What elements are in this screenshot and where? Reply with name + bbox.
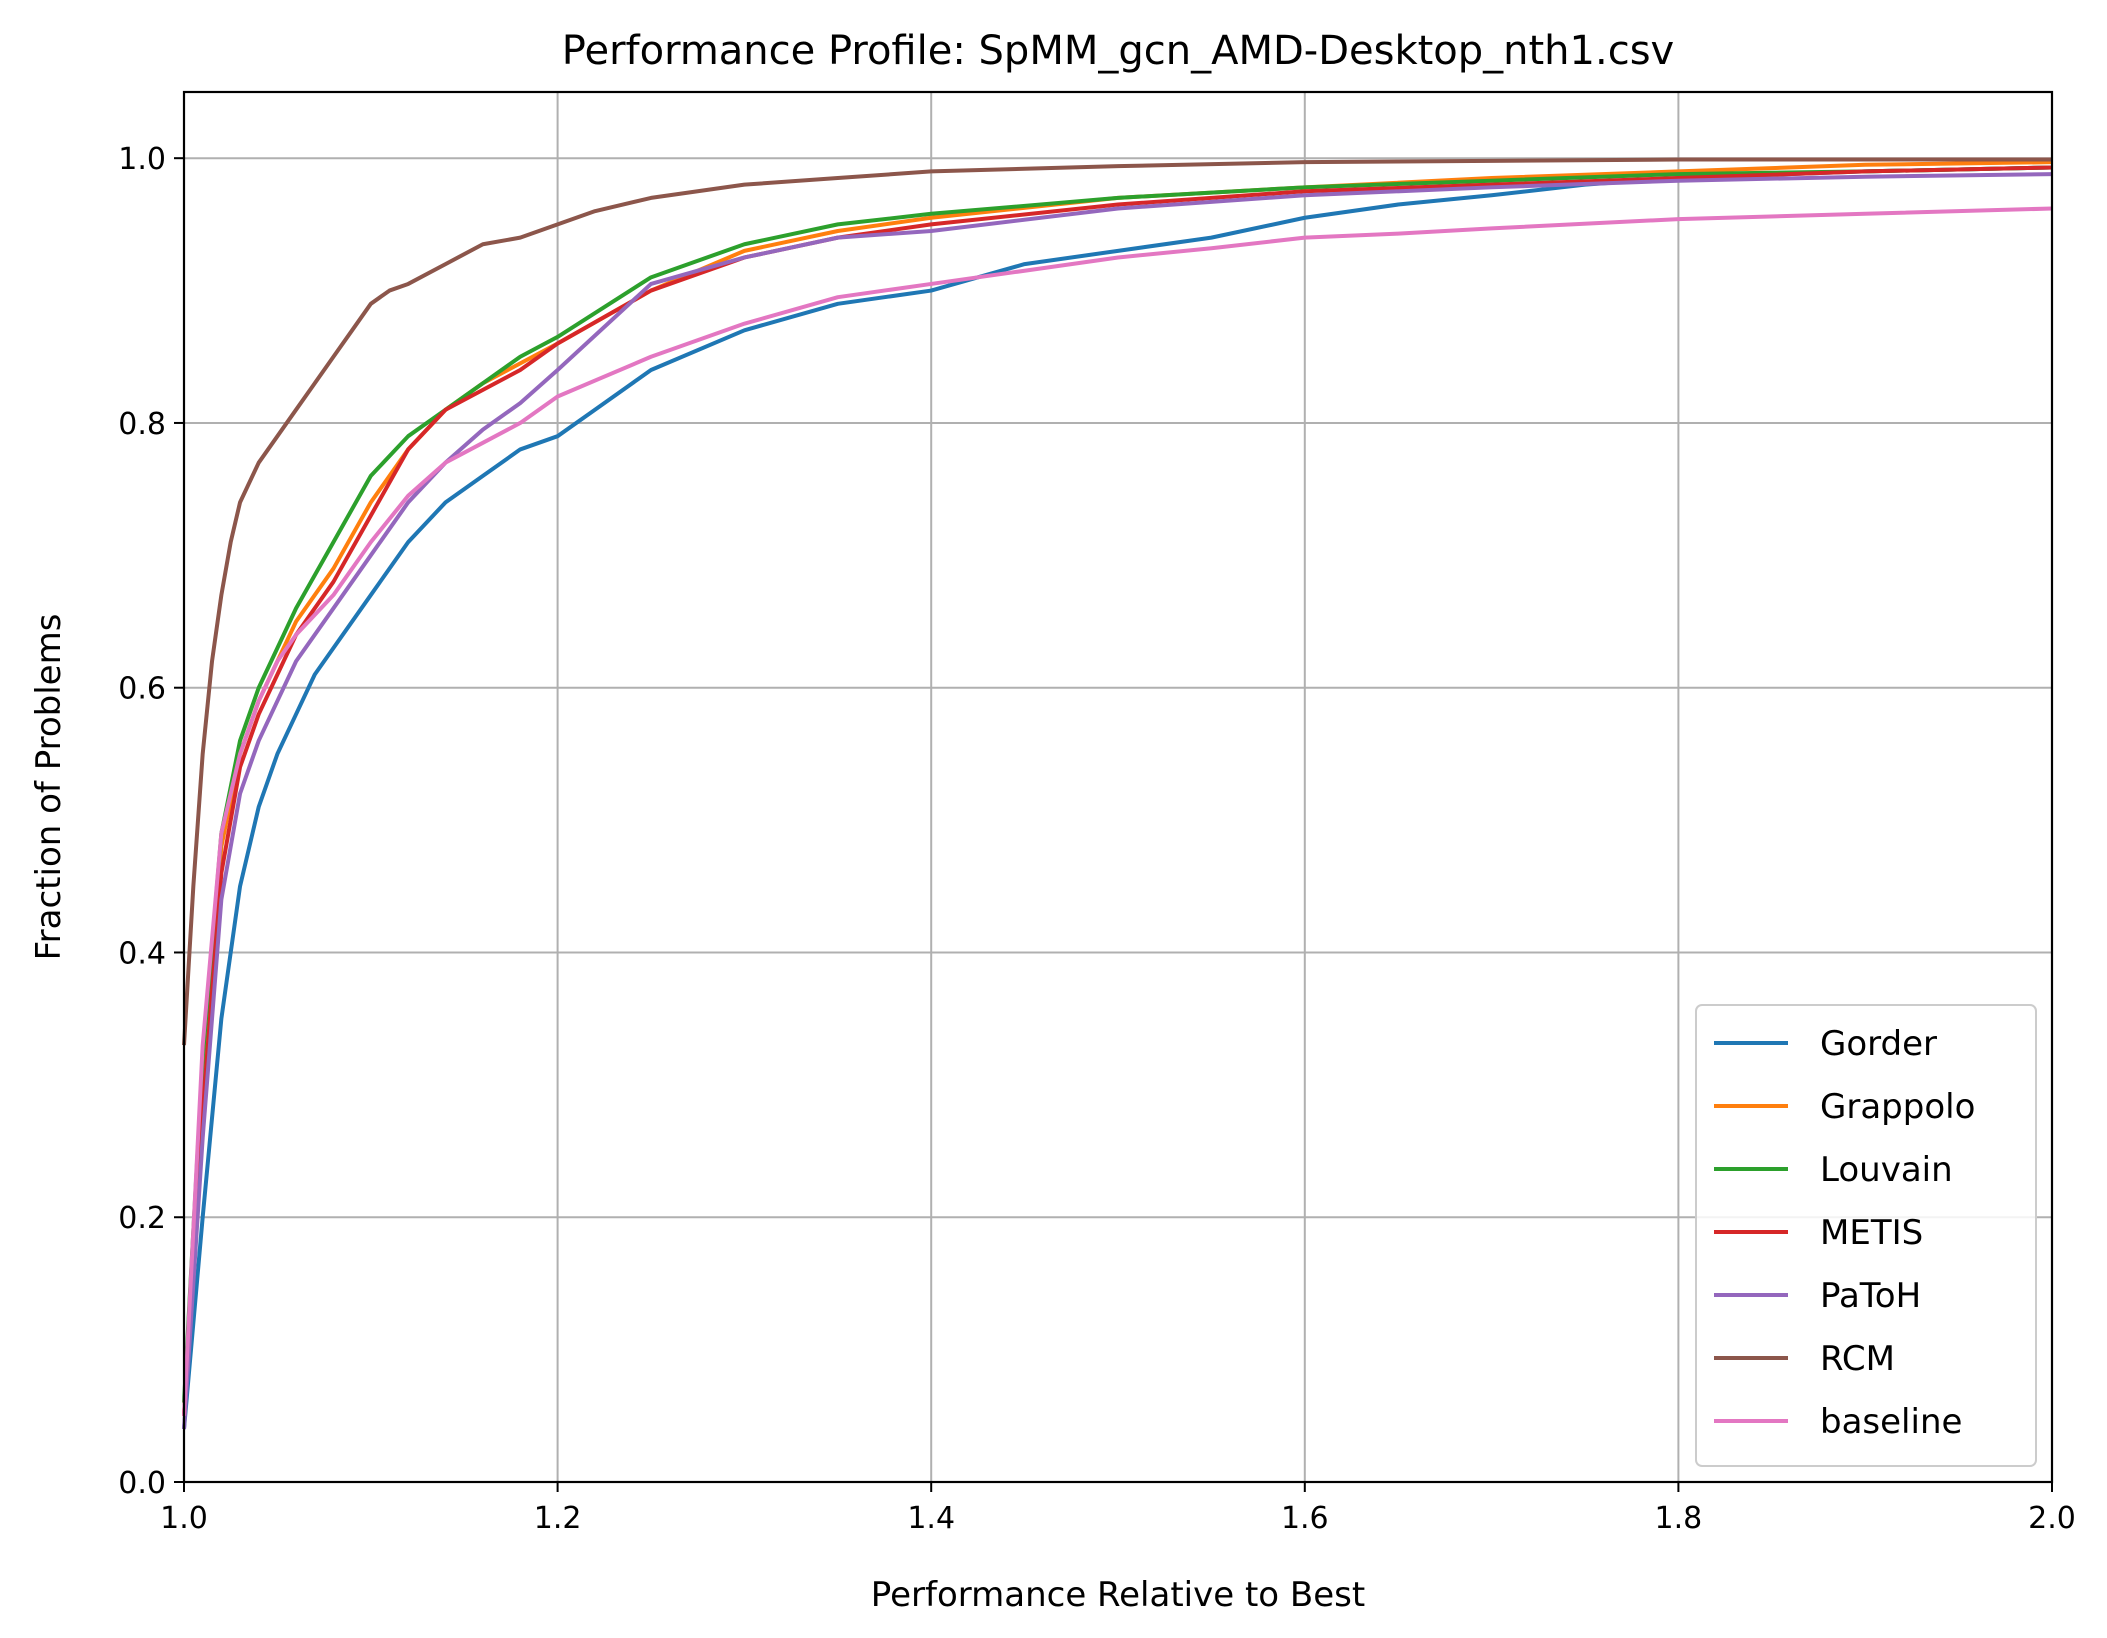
y-tick-label: 0.0 bbox=[118, 1466, 166, 1501]
legend-label-grappolo: Grappolo bbox=[1820, 1087, 1975, 1127]
x-axis-label: Performance Relative to Best bbox=[871, 1575, 1365, 1615]
legend-label-patoh: PaToH bbox=[1820, 1276, 1921, 1316]
x-tick-label: 1.2 bbox=[534, 1501, 582, 1536]
legend-box bbox=[1695, 1004, 2037, 1467]
grid-lines bbox=[183, 92, 2053, 1483]
y-tick-label: 0.6 bbox=[118, 672, 166, 707]
y-tick-label: 0.8 bbox=[118, 407, 166, 442]
axis-ticks: 1.0 1.2 1.4 1.6 1.8 2.0 0.0 0.2 0.4 0.6 0.8 1.0 bbox=[118, 142, 2076, 1536]
legend-label-rcm: RCM bbox=[1820, 1339, 1895, 1379]
legend-label-metis: METIS bbox=[1820, 1213, 1923, 1253]
series-line-louvain bbox=[182, 165, 2053, 1403]
plot-frame bbox=[182, 90, 2054, 1484]
series-line-rcm bbox=[182, 157, 2052, 1046]
y-tick-label: 1.0 bbox=[118, 142, 166, 177]
series-line-patoh bbox=[182, 172, 2053, 1430]
series-line-metis bbox=[182, 165, 2053, 1416]
series-line-gorder bbox=[182, 165, 2053, 1430]
legend: Gorder Grappolo Louvain METIS PaToH RCM baseli… bbox=[1695, 1004, 2037, 1467]
legend-label-baseline: baseline bbox=[1820, 1402, 1962, 1442]
series-lines bbox=[182, 157, 2053, 1430]
series-line-baseline bbox=[182, 206, 2053, 1416]
x-tick-label: 1.6 bbox=[1281, 1501, 1329, 1536]
y-tick-label: 0.2 bbox=[118, 1201, 166, 1236]
legend-label-gorder: Gorder bbox=[1820, 1024, 1937, 1064]
x-tick-label: 1.4 bbox=[907, 1501, 955, 1536]
y-axis-label: Fraction of Problems bbox=[29, 614, 69, 961]
y-tick-label: 0.4 bbox=[118, 936, 166, 971]
chart-title: Performance Profile: SpMM_gcn_AMD-Deskto… bbox=[562, 28, 1674, 74]
legend-label-louvain: Louvain bbox=[1820, 1150, 1953, 1190]
x-tick-label: 1.0 bbox=[160, 1501, 208, 1536]
x-tick-label: 1.8 bbox=[1655, 1501, 1703, 1536]
x-tick-label: 2.0 bbox=[2028, 1501, 2076, 1536]
